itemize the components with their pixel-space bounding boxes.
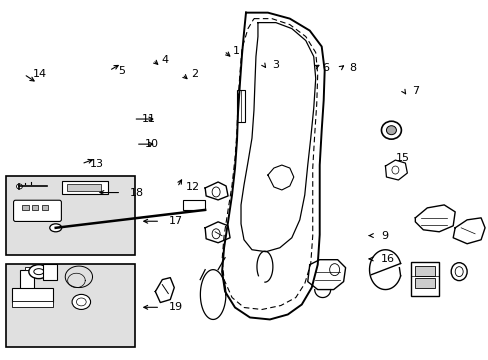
Bar	[237, 90, 244, 122]
Ellipse shape	[450, 263, 466, 280]
Text: 18: 18	[130, 188, 144, 198]
Bar	[6, 176, 135, 255]
Ellipse shape	[329, 264, 339, 276]
Ellipse shape	[391, 166, 398, 174]
Bar	[66, 184, 101, 192]
Bar	[42, 205, 48, 210]
Bar	[414, 266, 434, 276]
Text: 15: 15	[395, 153, 408, 163]
Bar	[6, 264, 135, 347]
Bar	[20, 270, 34, 292]
Ellipse shape	[50, 224, 61, 232]
Bar	[12, 301, 53, 307]
Ellipse shape	[386, 126, 396, 135]
Ellipse shape	[212, 229, 220, 239]
Bar	[32, 205, 39, 210]
Text: 4: 4	[162, 55, 168, 65]
Text: 12: 12	[185, 182, 200, 192]
Bar	[42, 264, 57, 280]
Bar	[183, 200, 205, 210]
Ellipse shape	[454, 267, 462, 276]
Bar	[61, 181, 108, 194]
Text: 17: 17	[169, 216, 183, 226]
Text: 6: 6	[322, 63, 329, 73]
Text: 8: 8	[348, 63, 356, 73]
Text: 16: 16	[380, 254, 394, 264]
Ellipse shape	[212, 187, 220, 197]
Ellipse shape	[72, 294, 90, 310]
Ellipse shape	[34, 269, 44, 275]
Bar	[414, 278, 434, 288]
Text: 19: 19	[169, 302, 183, 312]
Ellipse shape	[29, 265, 49, 279]
FancyBboxPatch shape	[14, 200, 61, 221]
Ellipse shape	[76, 298, 86, 306]
Bar	[12, 288, 53, 302]
Bar	[410, 262, 438, 296]
Bar	[25, 267, 30, 270]
Text: 7: 7	[412, 86, 419, 96]
Text: 1: 1	[232, 46, 239, 56]
Text: 9: 9	[380, 231, 387, 240]
Text: 3: 3	[272, 59, 279, 69]
Text: 11: 11	[142, 114, 156, 124]
Text: 14: 14	[33, 69, 47, 79]
Text: 10: 10	[144, 139, 158, 149]
Text: 13: 13	[90, 159, 104, 169]
Ellipse shape	[17, 184, 22, 189]
Text: 2: 2	[190, 69, 198, 79]
Text: 5: 5	[118, 66, 124, 76]
Ellipse shape	[381, 121, 401, 139]
Bar	[22, 205, 29, 210]
